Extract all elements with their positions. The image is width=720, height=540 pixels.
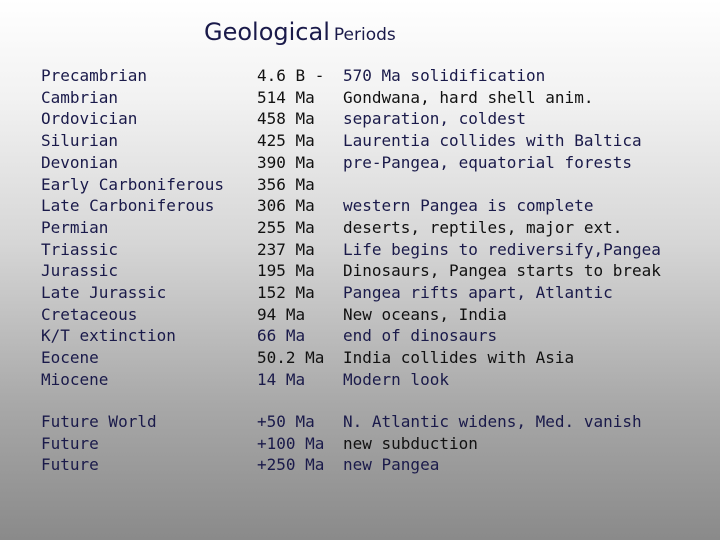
age-cell: 356 Ma	[257, 175, 315, 194]
table-row: Early Carboniferous 356 Ma	[0, 174, 720, 196]
event-cell: 570 Ma solidification	[343, 66, 546, 85]
age-cell: +250 Ma	[257, 455, 325, 474]
event-cell: pre-Pangea, equatorial forests	[343, 153, 632, 172]
table-row: Late Jurassic 152 Ma Pangea rifts apart, A…	[0, 282, 720, 304]
period-cell: Future	[41, 434, 99, 453]
period-cell: Ordovician	[41, 109, 138, 128]
age-cell: 425 Ma	[257, 131, 315, 150]
table-row: Cambrian 514 Ma Gondwana, hard shell anim.	[0, 87, 720, 109]
page-title: Geological Periods	[204, 18, 396, 46]
period-cell: Late Carboniferous	[41, 196, 215, 215]
table-row: Miocene 14 Ma Modern look	[0, 369, 720, 391]
age-cell: 4.6 B -	[257, 66, 325, 85]
period-cell: Silurian	[41, 131, 119, 150]
period-cell: Future World	[41, 412, 157, 431]
table-row: Permian 255 Ma deserts, reptiles, major ex…	[0, 217, 720, 239]
period-cell: Cretaceous	[41, 305, 138, 324]
period-cell: Precambrian	[41, 66, 147, 85]
age-cell: 195 Ma	[257, 261, 315, 280]
event-cell: end of dinosaurs	[343, 326, 498, 345]
event-cell: Modern look	[343, 370, 449, 389]
period-cell: Early Carboniferous	[41, 175, 225, 194]
period-cell: Devonian	[41, 153, 119, 172]
event-cell: India collides with Asia	[343, 348, 575, 367]
age-cell: 66 Ma	[257, 326, 306, 345]
event-cell: Laurentia collides with Baltica	[343, 131, 642, 150]
table-row: Silurian 425 Ma Laurentia collides with Ba…	[0, 130, 720, 152]
table-row: Future +250 Ma new Pangea	[0, 454, 720, 476]
title-main: Geological	[204, 18, 330, 46]
period-cell: Future	[41, 455, 99, 474]
event-cell: deserts, reptiles, major ext.	[343, 218, 623, 237]
event-cell: Life begins to rediversify,Pangea	[343, 240, 661, 259]
period-cell: Miocene	[41, 370, 109, 389]
period-cell: Permian	[41, 218, 109, 237]
event-cell: new subduction	[343, 434, 478, 453]
age-cell: 50.2 Ma	[257, 348, 325, 367]
event-cell: Dinosaurs, Pangea starts to break	[343, 261, 661, 280]
table-row: Eocene 50.2 Ma India collides with Asia	[0, 347, 720, 369]
title-sub: Periods	[333, 25, 396, 45]
period-cell: Jurassic	[41, 261, 119, 280]
event-cell: separation, coldest	[343, 109, 527, 128]
age-cell: 94 Ma	[257, 305, 306, 324]
table-row: Future +100 Ma new subduction	[0, 433, 720, 455]
table-row: Ordovician 458 Ma separation, coldest	[0, 108, 720, 130]
event-cell: Gondwana, hard shell anim.	[343, 88, 594, 107]
table-row: Jurassic 195 Ma Dinosaurs, Pangea starts t…	[0, 260, 720, 282]
event-cell: western Pangea is complete	[343, 196, 594, 215]
table-row: Devonian 390 Ma pre-Pangea, equatorial for…	[0, 152, 720, 174]
age-cell: +50 Ma	[257, 412, 315, 431]
table-row: Triassic 237 Ma Life begins to rediversify…	[0, 239, 720, 261]
age-cell: 237 Ma	[257, 240, 315, 259]
table-row: K/T extinction 66 Ma end of dinosaurs	[0, 325, 720, 347]
event-cell: Pangea rifts apart, Atlantic	[343, 283, 613, 302]
age-cell: 306 Ma	[257, 196, 315, 215]
table-row: Late Carboniferous 306 Ma western Pangea i…	[0, 195, 720, 217]
period-cell: Eocene	[41, 348, 99, 367]
table-row: Future World +50 Ma N. Atlantic widens, Me…	[0, 411, 720, 433]
event-cell: N. Atlantic widens, Med. vanish	[343, 412, 642, 431]
period-cell: K/T extinction	[41, 326, 176, 345]
period-cell: Cambrian	[41, 88, 119, 107]
age-cell: +100 Ma	[257, 434, 325, 453]
table-row: Cretaceous 94 Ma New oceans, India	[0, 304, 720, 326]
period-cell: Late Jurassic	[41, 283, 167, 302]
age-cell: 458 Ma	[257, 109, 315, 128]
age-cell: 14 Ma	[257, 370, 306, 389]
age-cell: 514 Ma	[257, 88, 315, 107]
event-cell: New oceans, India	[343, 305, 507, 324]
age-cell: 255 Ma	[257, 218, 315, 237]
event-cell: new Pangea	[343, 455, 440, 474]
table-row: Precambrian 4.6 B - 570 Ma solidification	[0, 65, 720, 87]
period-cell: Triassic	[41, 240, 119, 259]
age-cell: 152 Ma	[257, 283, 315, 302]
age-cell: 390 Ma	[257, 153, 315, 172]
